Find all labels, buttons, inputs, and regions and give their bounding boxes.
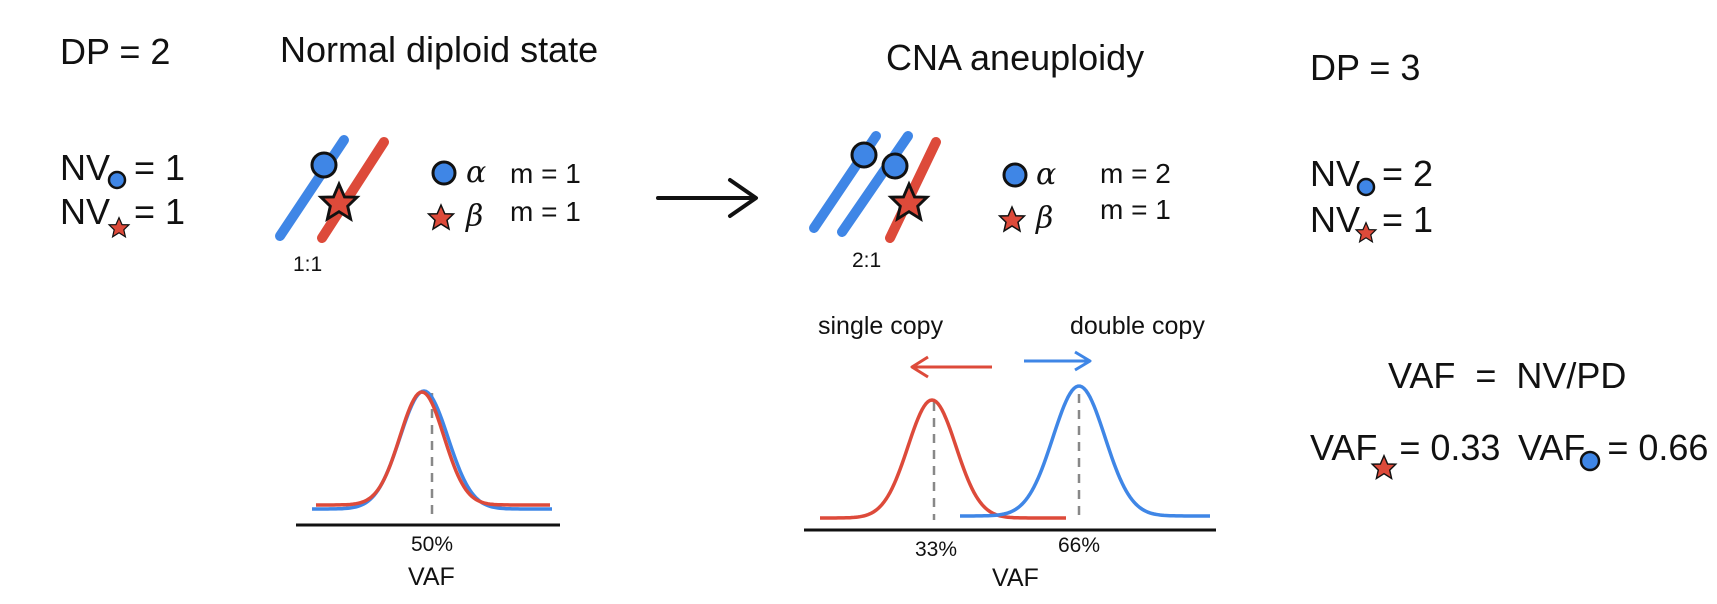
m-alpha-aneuploidy: m = 2 (1100, 158, 1171, 189)
nv-value: = 1 (1382, 199, 1434, 240)
vaf-circle-icon (1579, 450, 1601, 472)
vaf-prefix: VAF (1518, 427, 1586, 468)
curve-beta-single-copy (820, 398, 1066, 520)
normal-density-plot (296, 389, 560, 527)
nv-prefix: NV (60, 191, 111, 232)
vaf-star-line: VAF = 0.33 (1310, 430, 1500, 466)
legend-circle-icon (431, 160, 457, 186)
normal-chromosomes (275, 135, 389, 243)
x-axis-label-aneuploidy: VAF (992, 564, 1039, 592)
nv-value: = 1 (134, 191, 186, 232)
nv-prefix: NV (60, 147, 111, 188)
legend-beta-symbol: β (1036, 201, 1054, 236)
aneuploidy-legend-icons (998, 162, 1028, 232)
normal-ratio-label: 1:1 (293, 253, 323, 276)
tick-label-66: 66% (1058, 534, 1101, 557)
curve-alpha-double-copy (960, 384, 1210, 518)
red-chromosome (317, 137, 389, 243)
nv-circle-line: NV = 1 (60, 150, 185, 186)
left-shift-arrow (910, 355, 992, 379)
transition-arrow (656, 178, 758, 218)
right-shift-arrow (1024, 350, 1092, 372)
aneuploidy-density-plot (804, 350, 1216, 532)
nv-star-line: NV = 1 (1310, 202, 1433, 238)
vaf-formula: VAF = NV/PD (1388, 355, 1627, 396)
aneuploidy-chromosomes (809, 131, 941, 243)
nv-value: = 1 (134, 147, 186, 188)
nv-value: = 2 (1382, 153, 1434, 194)
nv-circle-icon (107, 170, 127, 190)
normal-state-title: Normal diploid state (280, 29, 599, 70)
aneuploidy-title: CNA aneuploidy (886, 37, 1145, 78)
double-copy-label: double copy (1070, 312, 1205, 340)
normal-legend-icons (427, 160, 457, 230)
vaf-prefix: VAF (1310, 427, 1378, 468)
nv-circle-line: NV = 2 (1310, 156, 1433, 192)
legend-star-icon (998, 206, 1026, 232)
legend-alpha-symbol: α (466, 155, 487, 190)
vaf-value: = 0.33 (1399, 427, 1501, 468)
nv-star-line: NV = 1 (60, 194, 185, 230)
alpha-mutation-marker (850, 141, 878, 169)
nv-prefix: NV (1310, 199, 1361, 240)
alpha-mutation-marker (881, 152, 909, 180)
curve-beta-red (316, 390, 550, 507)
legend-circle-icon (1002, 162, 1028, 188)
nv-prefix: NV (1310, 153, 1361, 194)
legend-star-icon (427, 204, 455, 230)
m-beta-normal: m = 1 (510, 196, 581, 227)
nv-circle-icon (1356, 177, 1376, 197)
m-alpha-normal: m = 1 (510, 158, 581, 189)
blue-chromosome (837, 131, 913, 237)
vaf-value: = 0.66 (1607, 427, 1709, 468)
tick-label-50: 50% (411, 533, 454, 556)
vaf-circle-line: VAF = 0.66 (1518, 430, 1708, 466)
legend-beta-symbol: β (466, 199, 484, 234)
dp-aneuploidy-label: DP = 3 (1310, 47, 1421, 88)
x-axis-label-normal: VAF (408, 563, 455, 591)
m-beta-aneuploidy: m = 1 (1100, 194, 1171, 225)
left-panel-glyphs (107, 170, 130, 238)
alpha-mutation-marker (310, 151, 338, 179)
legend-alpha-symbol: α (1036, 157, 1057, 192)
single-copy-label: single copy (818, 312, 944, 340)
dp-normal-label: DP = 2 (60, 31, 171, 72)
curve-alpha-blue (312, 389, 552, 511)
aneuploidy-ratio-label: 2:1 (852, 249, 882, 272)
right-panel-glyphs (1355, 177, 1601, 480)
tick-label-33: 33% (915, 538, 958, 561)
